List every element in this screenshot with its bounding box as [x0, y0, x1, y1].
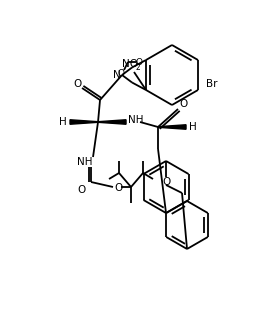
Text: NH: NH [77, 157, 93, 167]
Polygon shape [158, 125, 186, 129]
Text: O: O [162, 177, 170, 187]
Text: O: O [118, 69, 125, 77]
Text: NO: NO [122, 59, 138, 69]
Text: O: O [179, 99, 187, 109]
Text: O: O [135, 58, 142, 67]
Text: O: O [73, 79, 81, 89]
Text: 2: 2 [136, 63, 140, 71]
Text: N: N [113, 70, 121, 80]
Text: NH: NH [128, 115, 144, 125]
Text: Br: Br [206, 79, 218, 89]
Text: H: H [189, 122, 197, 132]
Text: O: O [77, 185, 85, 195]
Text: H: H [59, 117, 67, 127]
Polygon shape [70, 120, 98, 124]
Polygon shape [98, 120, 126, 124]
Text: O: O [114, 183, 122, 193]
